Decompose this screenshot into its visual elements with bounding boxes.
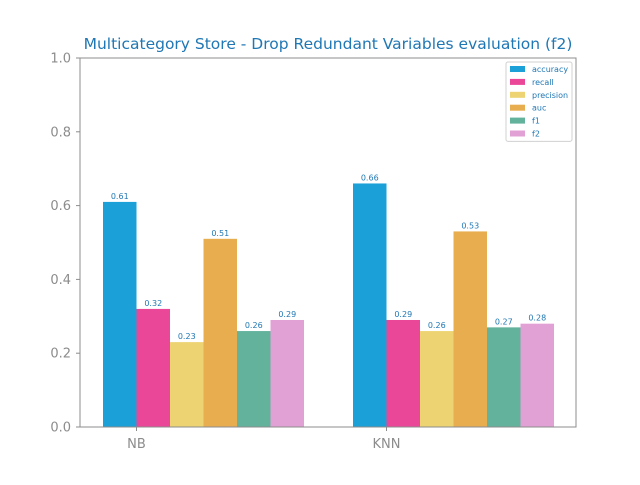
legend-label-f2: f2 (532, 130, 540, 139)
y-tick-label: 0.0 (50, 421, 71, 436)
legend: accuracy recall precision auc f1 f2 (505, 61, 573, 142)
bar-f2-nb (270, 319, 304, 427)
x-tick-label-knn: KNN (373, 437, 401, 452)
bar-label-recall-nb: 0.32 (144, 299, 162, 308)
bar-f1-nb (237, 331, 271, 427)
bar-accuracy-nb (103, 201, 137, 427)
bar-label-auc-nb: 0.51 (211, 229, 229, 238)
bar-label-recall-knn: 0.29 (394, 310, 412, 319)
x-tick-label-nb: NB (127, 437, 146, 452)
chart-title: Multicategory Store - Drop Redundant Var… (84, 35, 573, 53)
bar-auc-nb (203, 238, 237, 427)
bar-label-f1-nb: 0.26 (245, 321, 263, 330)
bar-label-f2-knn: 0.28 (528, 314, 546, 323)
bar-auc-knn (453, 231, 487, 427)
bar-label-accuracy-nb: 0.61 (111, 192, 129, 201)
legend-label-precision: precision (532, 91, 568, 100)
legend-label-auc: auc (532, 104, 546, 113)
legend-swatch-recall (510, 78, 525, 85)
legend-swatch-f2 (510, 130, 525, 137)
y-tick-label: 0.8 (50, 125, 71, 140)
plot-frame (79, 57, 577, 428)
plot-area: 0.61 0.66 0.32 0.29 0.23 0.26 0.51 0.53 0.26 0.27… (50, 52, 577, 452)
bar-f2-knn (520, 323, 554, 427)
bar-label-f1-knn: 0.27 (495, 317, 513, 326)
y-tick-label: 0.2 (50, 347, 71, 362)
bar-label-auc-knn: 0.53 (461, 221, 479, 230)
legend-label-recall: recall (532, 78, 554, 87)
bar-recall-knn (386, 319, 420, 427)
bar-accuracy-knn (353, 183, 387, 427)
legend-swatch-f1 (510, 117, 525, 124)
bar-label-accuracy-knn: 0.66 (361, 173, 379, 182)
y-tick-label: 1.0 (50, 52, 71, 67)
bar-label-precision-knn: 0.26 (428, 321, 446, 330)
bar-f1-knn (487, 327, 521, 427)
legend-swatch-accuracy (510, 66, 525, 72)
bar-recall-nb (136, 308, 170, 427)
legend-label-accuracy: accuracy (532, 65, 568, 74)
bar-label-f2-nb: 0.29 (278, 310, 296, 319)
legend-swatch-auc (510, 104, 525, 111)
bar-label-precision-nb: 0.23 (178, 332, 196, 341)
legend-swatch-precision (510, 91, 525, 98)
y-tick-label: 0.6 (50, 199, 71, 214)
y-tick-label: 0.4 (50, 273, 71, 288)
bar-precision-knn (420, 331, 454, 427)
bar-precision-nb (170, 342, 204, 427)
legend-label-f1: f1 (532, 117, 540, 126)
